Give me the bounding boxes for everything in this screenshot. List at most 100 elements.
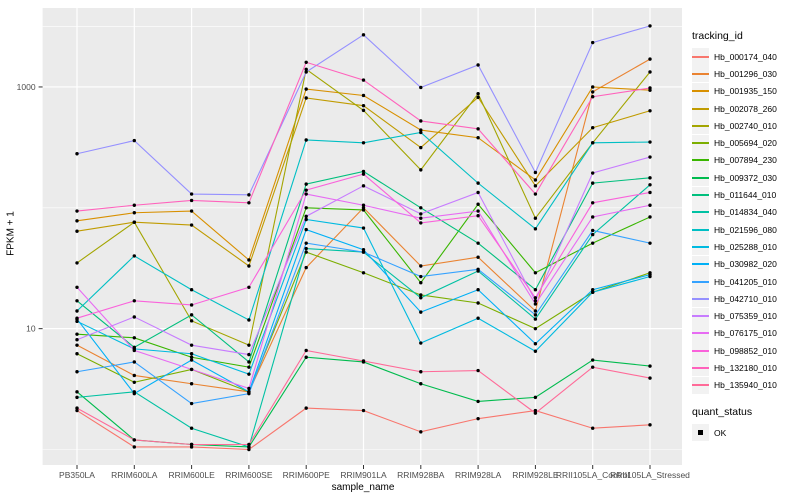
data-point	[591, 232, 595, 237]
data-point	[591, 358, 595, 362]
x-tick-label-PB350LA: PB350LA	[59, 470, 95, 480]
data-point	[304, 217, 308, 222]
data-point	[591, 426, 595, 430]
data-point	[648, 176, 652, 180]
legend-label: Hb_025288_010	[714, 241, 777, 252]
data-point	[247, 318, 251, 322]
data-point	[648, 24, 652, 28]
data-point	[75, 209, 79, 213]
y-tick-label: 1000	[17, 82, 36, 92]
legend-item-Hb_098852_010: Hb_098852_010	[692, 342, 798, 360]
legend-key-swatch	[692, 203, 709, 221]
data-point	[247, 193, 251, 197]
legend-key-swatch	[692, 82, 709, 100]
data-point	[476, 127, 480, 131]
data-point	[419, 281, 423, 285]
legend-line-icon	[692, 332, 709, 335]
data-point	[75, 338, 79, 342]
data-point	[476, 136, 480, 140]
data-point	[419, 264, 423, 268]
data-point	[247, 391, 251, 396]
x-tick-label-RRII105LA_Control: RRII105LA_Control	[556, 470, 630, 480]
data-point	[132, 380, 136, 384]
y-axis-title: FPKM + 1	[5, 211, 17, 256]
legend-item-Hb_011644_010: Hb_011644_010	[692, 186, 798, 204]
data-point	[419, 119, 423, 123]
data-point	[189, 442, 194, 447]
data-point	[591, 95, 595, 99]
legend-key-swatch	[692, 424, 709, 442]
legend-line-icon	[692, 142, 709, 145]
data-point	[533, 184, 538, 188]
data-point	[419, 310, 423, 314]
data-point	[591, 365, 595, 369]
data-point	[591, 141, 595, 145]
legend-key-swatch	[692, 273, 709, 290]
data-point	[591, 228, 595, 233]
data-point	[132, 138, 136, 143]
data-point	[648, 155, 652, 159]
data-point	[361, 271, 366, 275]
legend-key-swatch	[692, 238, 709, 256]
data-point	[648, 272, 652, 277]
quant-legend-entries: OK	[692, 424, 798, 442]
data-point	[591, 215, 595, 219]
data-point	[476, 288, 480, 292]
data-point	[304, 227, 308, 232]
legend-item-Hb_005694_020: Hb_005694_020	[692, 134, 798, 152]
data-point	[361, 248, 366, 252]
legend-line-icon	[692, 159, 709, 162]
x-tick-label-RRIM600PE: RRIM600PE	[283, 470, 331, 480]
data-point	[304, 87, 308, 91]
data-point	[189, 352, 194, 356]
data-point	[419, 145, 423, 150]
data-point	[304, 96, 308, 100]
data-point	[533, 288, 538, 292]
legend-key-swatch	[692, 186, 709, 204]
legend-label: Hb_000174_040	[714, 51, 777, 62]
data-point	[533, 178, 538, 182]
data-point	[648, 376, 652, 380]
legend-label: Hb_076175_010	[714, 328, 777, 339]
data-point	[189, 303, 194, 307]
data-point	[476, 209, 480, 213]
legend-line-icon	[692, 176, 709, 179]
legend-key-swatch	[692, 359, 709, 377]
legend-label: Hb_075359_010	[714, 311, 777, 322]
legend-item-Hb_041205_010: Hb_041205_010	[692, 273, 798, 290]
data-point	[476, 267, 480, 271]
tracking-legend-entries: Hb_000174_040 Hb_001296_030 Hb_001935_150 H…	[692, 48, 798, 394]
data-point	[533, 408, 538, 413]
x-tick-label-RRIM600LA: RRIM600LA	[111, 470, 158, 480]
data-point	[247, 258, 251, 262]
data-point	[189, 355, 194, 359]
data-point	[476, 368, 480, 373]
legend-label: OK	[714, 427, 727, 438]
data-point	[361, 169, 366, 174]
data-point	[361, 359, 366, 363]
data-point	[361, 33, 366, 37]
legend-label: Hb_098852_010	[714, 345, 777, 356]
legend-item-Hb_076175_010: Hb_076175_010	[692, 324, 798, 342]
data-point	[648, 140, 652, 144]
data-point	[361, 172, 366, 176]
data-point	[648, 190, 652, 195]
legend-label: Hb_014834_040	[714, 207, 777, 218]
data-point	[75, 285, 79, 289]
data-point	[189, 223, 194, 227]
data-point	[132, 220, 136, 224]
data-point	[361, 250, 366, 254]
x-tick-label-RRIM600SE: RRIM600SE	[225, 470, 273, 480]
data-point	[75, 408, 79, 413]
data-point	[75, 316, 79, 320]
data-point	[189, 358, 194, 362]
legend-key-swatch	[692, 290, 709, 308]
legend-item-Hb_001935_150: Hb_001935_150	[692, 82, 798, 100]
data-point	[189, 445, 194, 449]
data-point	[648, 215, 652, 219]
legend-line-icon	[692, 90, 709, 93]
data-point	[132, 211, 136, 215]
data-point	[419, 168, 423, 172]
data-point	[189, 382, 194, 386]
legend-label: Hb_001296_030	[714, 68, 777, 79]
